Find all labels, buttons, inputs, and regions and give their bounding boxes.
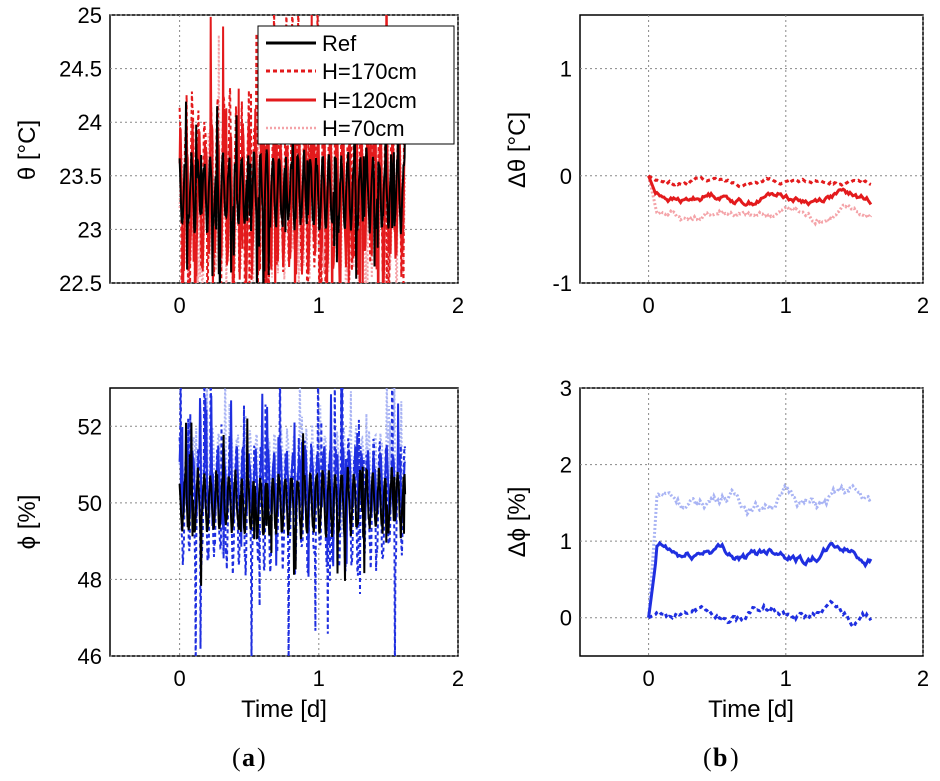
- y-axis-label-b-top: Δθ [°C]: [504, 112, 531, 188]
- x-tick-label: 1: [780, 666, 792, 691]
- x-tick-label: 1: [313, 293, 325, 318]
- y-tick-label: 1: [560, 529, 572, 554]
- legend-label-h120: H=120cm: [322, 88, 417, 113]
- y-tick-label: 50: [78, 491, 102, 516]
- series-line-h-170cm: [647, 174, 872, 189]
- y-axis-label-b-bottom: Δϕ [%]: [504, 487, 531, 558]
- caption-b-close: ): [730, 743, 739, 772]
- y-tick-label: -1: [552, 271, 572, 296]
- x-ticks-a-top: 0 1 2: [173, 293, 464, 318]
- y-tick-label: 22.5: [59, 271, 102, 296]
- panel-b-top: 0 1 2 -1 0 1 Δθ [°C]: [504, 14, 929, 318]
- x-axis-label-b-bottom: Time [d]: [708, 696, 794, 723]
- gridlines-b-bottom: [580, 387, 924, 656]
- series-b-top: [647, 174, 873, 227]
- legend: Ref H=170cm H=120cm H=70cm: [257, 25, 455, 145]
- caption-b: ( b ): [703, 743, 739, 772]
- legend-label-h170: H=170cm: [322, 59, 417, 84]
- series-line-h-170cm: [178, 388, 407, 656]
- y-ticks-a-top: 22.5 23 23.5 24 24.5 25: [59, 3, 102, 296]
- y-tick-label: 24: [78, 110, 102, 135]
- series-line-ref: [178, 92, 407, 283]
- series-line-h-70cm: [647, 175, 873, 227]
- y-tick-label: 2: [560, 453, 572, 478]
- y-tick-label: 48: [78, 567, 102, 592]
- x-tick-label: 2: [452, 293, 464, 318]
- y-ticks-a-bottom: 46 48 50 52: [78, 414, 102, 669]
- x-ticks-b-top: 0 1 2: [642, 293, 929, 318]
- y-tick-label: 1: [560, 57, 572, 82]
- x-ticks-a-bottom: 0 1 2: [173, 666, 464, 691]
- y-ticks-b-bottom: 0 1 2 3: [560, 376, 572, 631]
- plot-area-a-bottom: [109, 387, 459, 657]
- x-ticks-b-bottom: 0 1 2: [642, 666, 929, 691]
- series-line-h-170cm: [648, 599, 873, 629]
- y-tick-label: 3: [560, 376, 572, 401]
- y-ticks-b-top: -1 0 1: [552, 57, 572, 296]
- caption-b-open: (: [703, 743, 712, 772]
- y-tick-label: 52: [78, 414, 102, 439]
- panel-label-a: a: [242, 743, 255, 772]
- series-line-h-120cm: [647, 175, 873, 207]
- panel-label-b: b: [713, 743, 727, 772]
- gridlines-b-top: [580, 15, 924, 284]
- series-line-h-70cm: [178, 388, 407, 555]
- x-tick-label: 2: [917, 666, 929, 691]
- y-tick-label: 0: [560, 606, 572, 631]
- x-tick-label: 0: [642, 293, 654, 318]
- x-tick-label: 0: [642, 666, 654, 691]
- y-tick-label: 23: [78, 217, 102, 242]
- x-axis-label-a-bottom: Time [d]: [241, 696, 327, 723]
- y-tick-label: 24.5: [59, 57, 102, 82]
- caption-a-close: ): [257, 743, 266, 772]
- legend-label-ref: Ref: [322, 31, 357, 56]
- series-line-h-120cm: [647, 540, 873, 618]
- legend-box: [257, 25, 455, 145]
- legend-label-h70: H=70cm: [322, 116, 405, 141]
- series-line-h-70cm: [647, 482, 872, 618]
- x-tick-label: 1: [313, 666, 325, 691]
- y-tick-label: 23.5: [59, 164, 102, 189]
- panel-b-bottom: 0 1 2 0 1 2 3 Δϕ [%] Time [d]: [504, 376, 929, 723]
- plot-area-b-top: [579, 14, 924, 284]
- panel-a-top: 0 1 2 22.5 23 23.5 24 24.5 25 θ [°C] Ref H=170c…: [14, 3, 464, 318]
- x-tick-label: 0: [173, 293, 185, 318]
- y-tick-label: 0: [560, 164, 572, 189]
- x-tick-label: 0: [173, 666, 185, 691]
- y-axis-label-a-bottom: ϕ [%]: [14, 495, 41, 550]
- caption-a-open: (: [232, 743, 241, 772]
- series-a-bottom: [178, 388, 407, 656]
- series-line-ref: [178, 418, 407, 586]
- plot-area-b-bottom: [579, 387, 924, 657]
- x-tick-label: 1: [780, 293, 792, 318]
- y-tick-label: 46: [78, 644, 102, 669]
- x-tick-label: 2: [917, 293, 929, 318]
- panel-a-bottom: 0 1 2 46 48 50 52 ϕ [%] Time [d]: [14, 387, 464, 723]
- caption-a: ( a ): [232, 743, 266, 772]
- series-b-bottom: [647, 482, 873, 629]
- y-tick-label: 25: [78, 3, 102, 28]
- x-tick-label: 2: [452, 666, 464, 691]
- y-axis-label-a-top: θ [°C]: [14, 120, 41, 180]
